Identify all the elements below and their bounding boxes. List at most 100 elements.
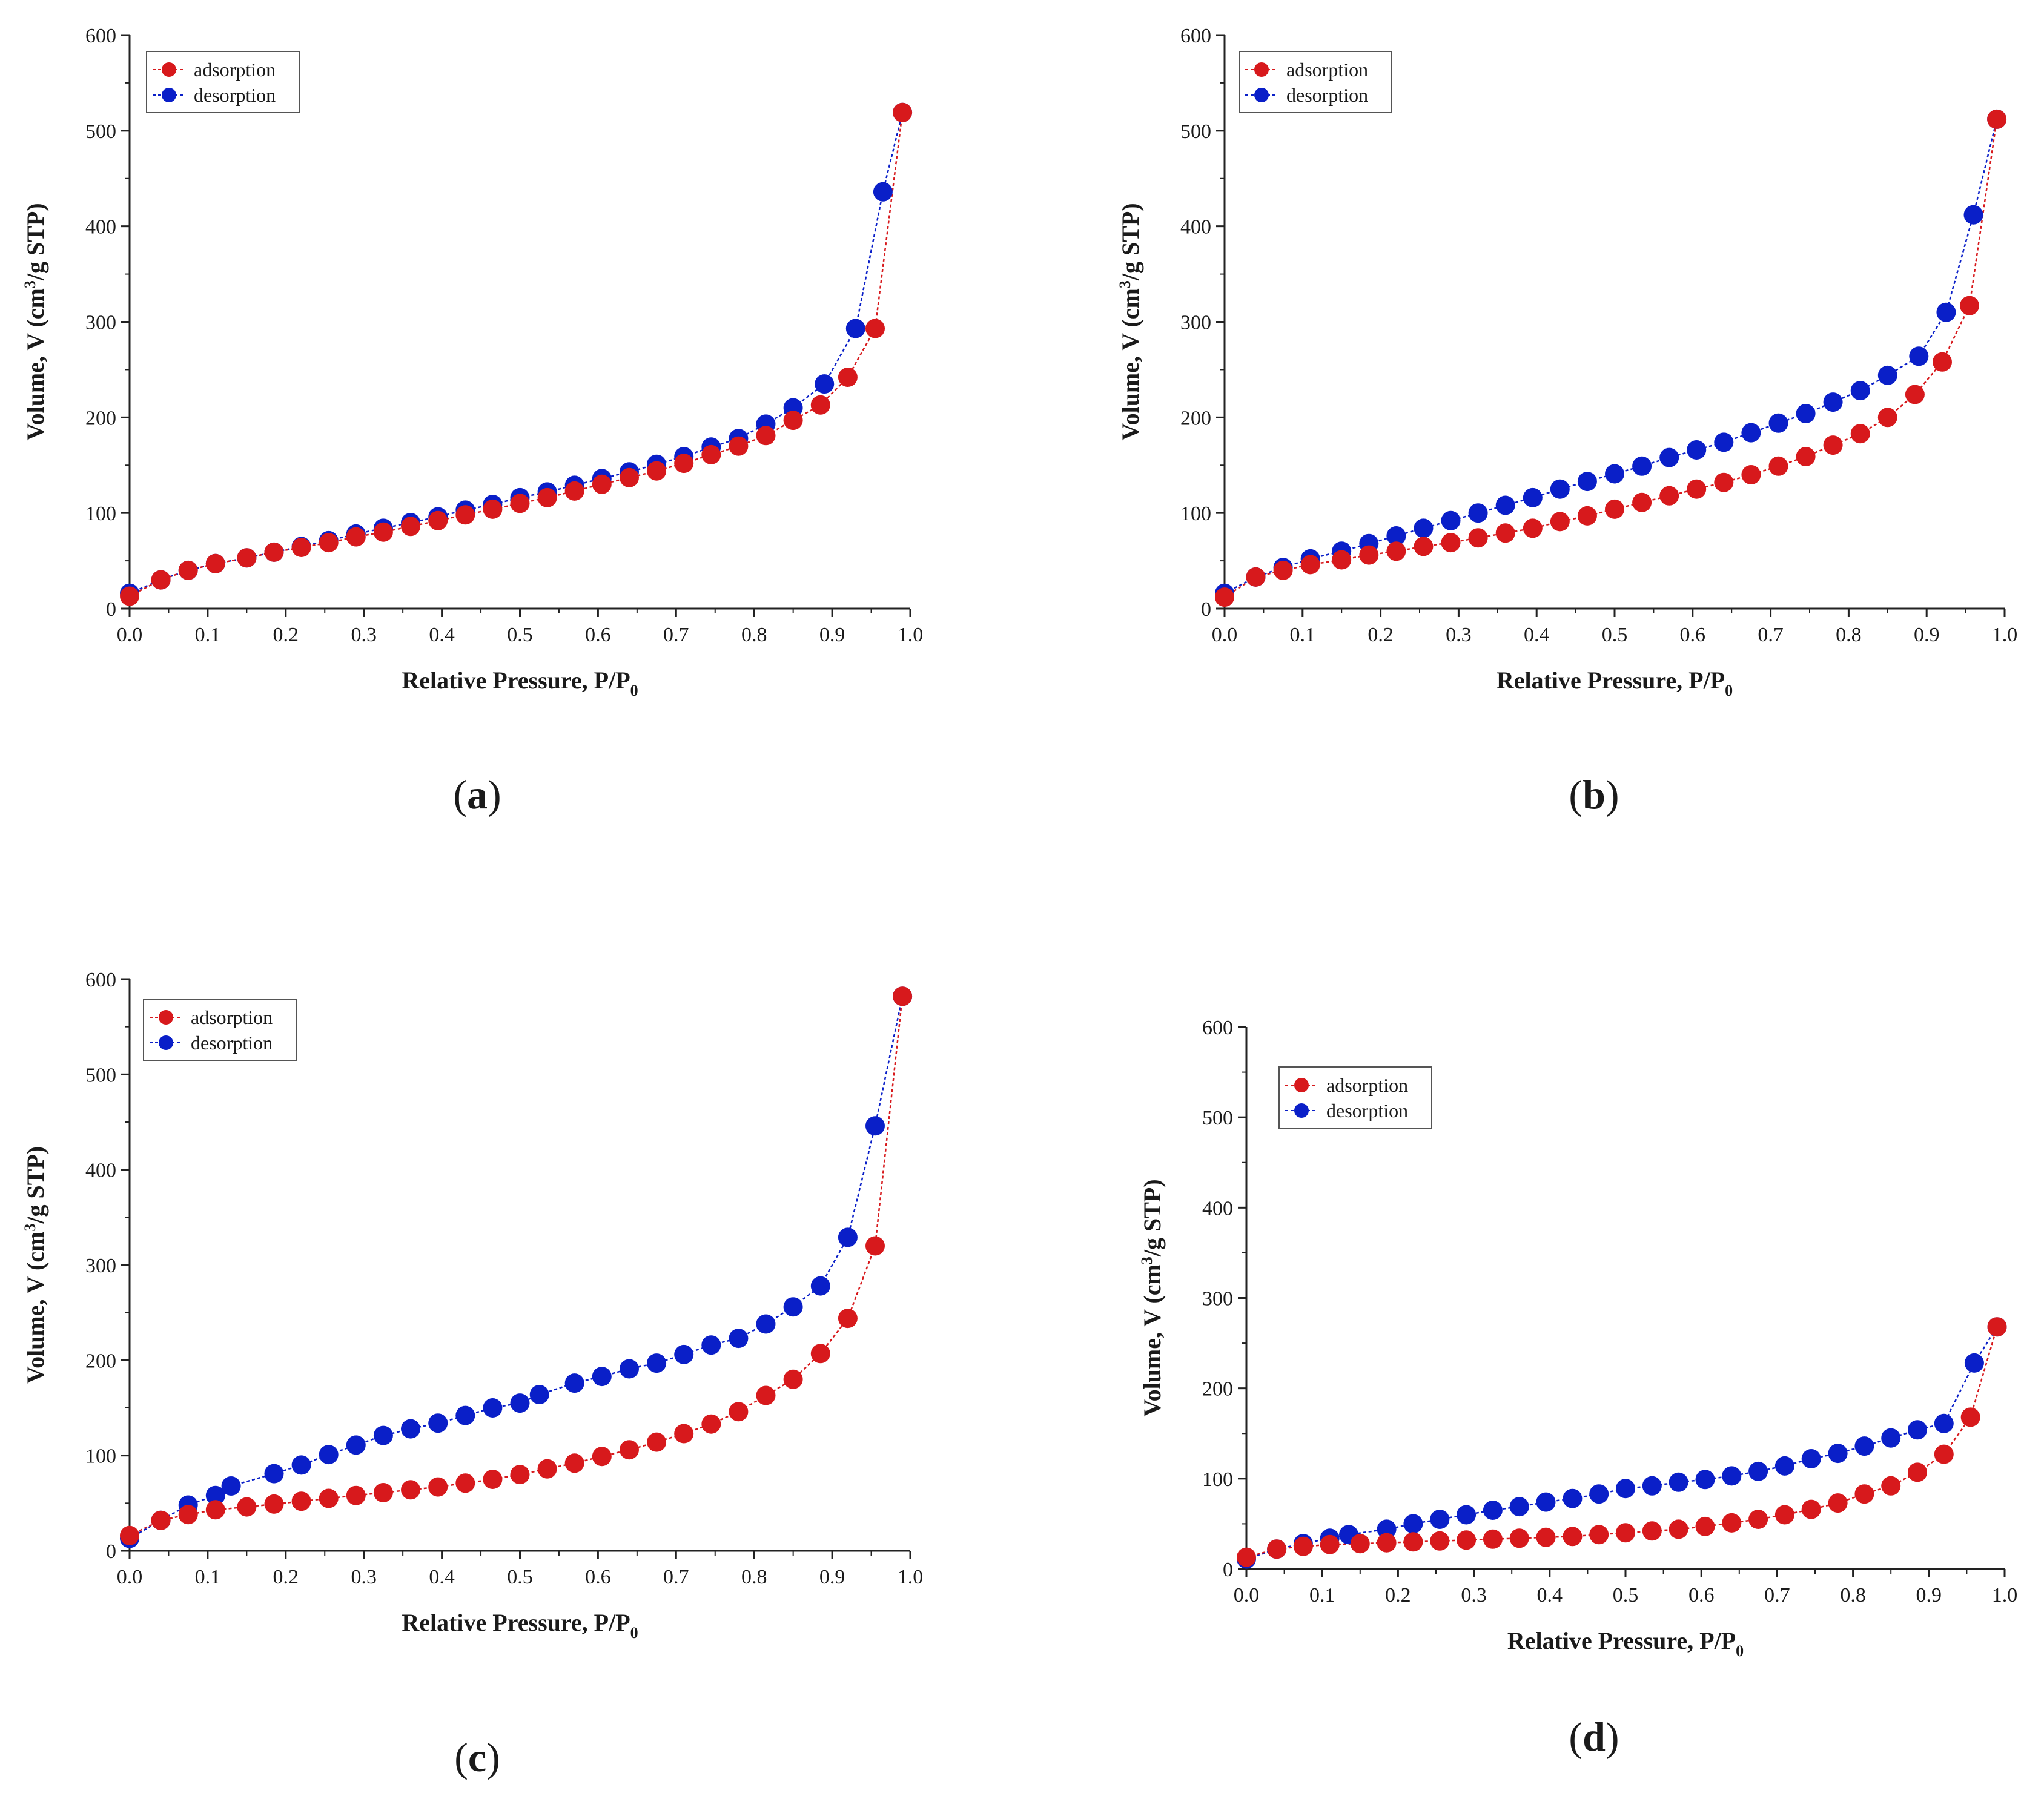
data-point-desorption <box>1722 1466 1742 1486</box>
chart-legend: adsorption desorption <box>146 51 300 113</box>
chart-legend: adsorption desorption <box>1278 1066 1432 1129</box>
y-tick-label: 200 <box>1180 407 1211 429</box>
data-point-desorption <box>1877 365 1897 385</box>
data-point-desorption <box>1934 1413 1954 1433</box>
data-point-desorption <box>1741 423 1761 443</box>
data-point-desorption <box>756 1314 776 1334</box>
data-point-desorption <box>319 1445 339 1465</box>
x-tick-label: 0.6 <box>585 1566 611 1588</box>
y-tick-label: 300 <box>1202 1288 1233 1310</box>
x-tick-label: 0.1 <box>195 624 221 646</box>
caption-letter: c <box>468 1734 486 1780</box>
data-point-desorption <box>592 1367 612 1387</box>
x-tick-label: 0.5 <box>1602 624 1628 646</box>
data-point-desorption <box>1748 1461 1768 1481</box>
data-point-adsorption <box>1881 1476 1901 1496</box>
data-point-desorption <box>291 1455 311 1475</box>
data-point-adsorption <box>346 1485 366 1505</box>
data-point-adsorption <box>1659 486 1679 506</box>
data-point-desorption <box>873 182 893 202</box>
data-point-desorption <box>620 1359 639 1379</box>
x-tick-label: 0.6 <box>585 624 611 646</box>
data-point-desorption <box>1441 510 1461 530</box>
data-point-adsorption <box>592 1447 612 1467</box>
caption-paren-close: ) <box>488 771 501 817</box>
data-point-adsorption <box>1386 541 1406 561</box>
x-tick-label: 0.0 <box>1234 1584 1260 1606</box>
data-point-desorption <box>1823 392 1843 412</box>
data-point-adsorption <box>1850 424 1870 444</box>
data-point-adsorption <box>701 444 721 464</box>
panel-caption: (d) <box>1569 1714 1619 1760</box>
x-tick-label: 0.1 <box>1309 1584 1335 1606</box>
x-axis-title: Relative Pressure, P/P0 <box>402 1609 638 1642</box>
data-point-adsorption <box>1801 1499 1821 1519</box>
data-point-desorption <box>1495 495 1515 515</box>
x-tick-label: 0.7 <box>663 1566 689 1588</box>
data-point-adsorption <box>1414 537 1434 556</box>
y-tick-label: 200 <box>85 407 116 429</box>
data-point-adsorption <box>893 102 913 122</box>
data-point-adsorption <box>1267 1539 1287 1559</box>
data-point-desorption <box>1768 413 1788 433</box>
data-point-adsorption <box>1722 1513 1742 1533</box>
data-point-adsorption <box>647 461 667 481</box>
legend-label-desorption: desorption <box>1326 1100 1408 1121</box>
data-point-adsorption <box>401 1480 420 1500</box>
caption-paren-open: ( <box>454 1734 468 1780</box>
y-tick-label: 0 <box>1201 598 1211 621</box>
data-point-desorption <box>564 1373 584 1393</box>
y-tick-label: 500 <box>1202 1107 1233 1129</box>
data-point-adsorption <box>865 319 885 338</box>
x-tick-label: 1.0 <box>1992 1584 2018 1606</box>
data-point-adsorption <box>237 1497 257 1517</box>
data-point-adsorption <box>564 1453 584 1473</box>
data-point-adsorption <box>647 1432 667 1452</box>
data-point-adsorption <box>1563 1527 1583 1547</box>
panel-caption: (c) <box>454 1734 500 1780</box>
data-point-adsorption <box>537 487 557 507</box>
data-point-desorption <box>1616 1479 1635 1499</box>
data-point-adsorption <box>151 1510 171 1530</box>
data-point-adsorption <box>756 426 776 446</box>
x-tick-label: 0.2 <box>273 1566 299 1588</box>
chart-legend: adsorption desorption <box>143 999 297 1061</box>
data-point-desorption <box>1563 1488 1583 1508</box>
x-tick-label: 0.2 <box>1368 624 1394 646</box>
data-point-adsorption <box>1748 1510 1768 1529</box>
data-point-desorption <box>647 1353 667 1373</box>
data-point-adsorption <box>455 505 475 525</box>
data-point-desorption <box>205 1485 225 1505</box>
y-tick-label: 500 <box>1180 121 1211 143</box>
y-tick-label: 0 <box>1223 1559 1233 1581</box>
legend-label-adsorption: adsorption <box>194 59 276 81</box>
data-point-adsorption <box>205 1500 225 1520</box>
data-point-adsorption <box>291 538 311 557</box>
y-tick-label: 100 <box>1202 1468 1233 1491</box>
data-point-adsorption <box>120 1525 139 1545</box>
data-point-adsorption <box>1483 1529 1503 1549</box>
y-axis-title-text: Volume, V (cm <box>22 1232 49 1384</box>
data-point-adsorption <box>893 986 913 1006</box>
x-tick-label: 0.0 <box>117 1566 143 1588</box>
data-point-desorption <box>865 1116 885 1136</box>
series-line-adsorption <box>129 112 904 597</box>
data-point-adsorption <box>1430 1531 1450 1551</box>
data-point-desorption <box>1796 404 1816 423</box>
y-tick-label: 300 <box>85 312 116 334</box>
data-point-adsorption <box>1550 512 1570 532</box>
data-point-adsorption <box>319 533 339 553</box>
legend-label-desorption: desorption <box>191 1032 273 1054</box>
x-tick-label: 0.6 <box>1688 1584 1715 1606</box>
x-tick-label: 0.3 <box>351 624 377 646</box>
data-point-adsorption <box>1300 555 1320 575</box>
data-point-desorption <box>1669 1472 1688 1492</box>
data-point-adsorption <box>1934 1444 1954 1464</box>
data-point-adsorption <box>1796 447 1816 466</box>
y-tick-label: 400 <box>1202 1197 1233 1220</box>
x-tick-label: 0.3 <box>351 1566 377 1588</box>
chart-legend: adsorption desorption <box>1239 51 1392 113</box>
data-point-adsorption <box>1642 1521 1662 1541</box>
y-axis-title-text: Volume, V (cm <box>1117 288 1144 440</box>
